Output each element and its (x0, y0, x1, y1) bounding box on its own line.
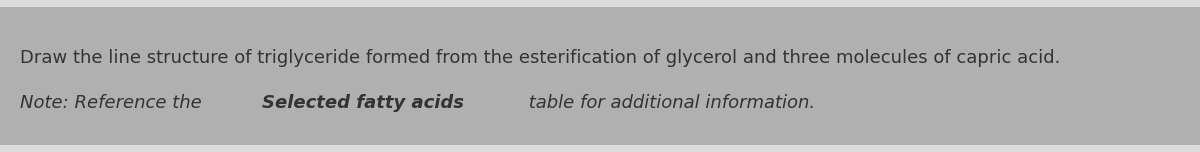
Text: Draw the line structure of triglyceride formed from the esterification of glycer: Draw the line structure of triglyceride … (20, 49, 1061, 67)
Text: table for additional information.: table for additional information. (523, 94, 815, 112)
Text: Selected fatty acids: Selected fatty acids (263, 94, 464, 112)
Text: Note: Reference the: Note: Reference the (20, 94, 208, 112)
